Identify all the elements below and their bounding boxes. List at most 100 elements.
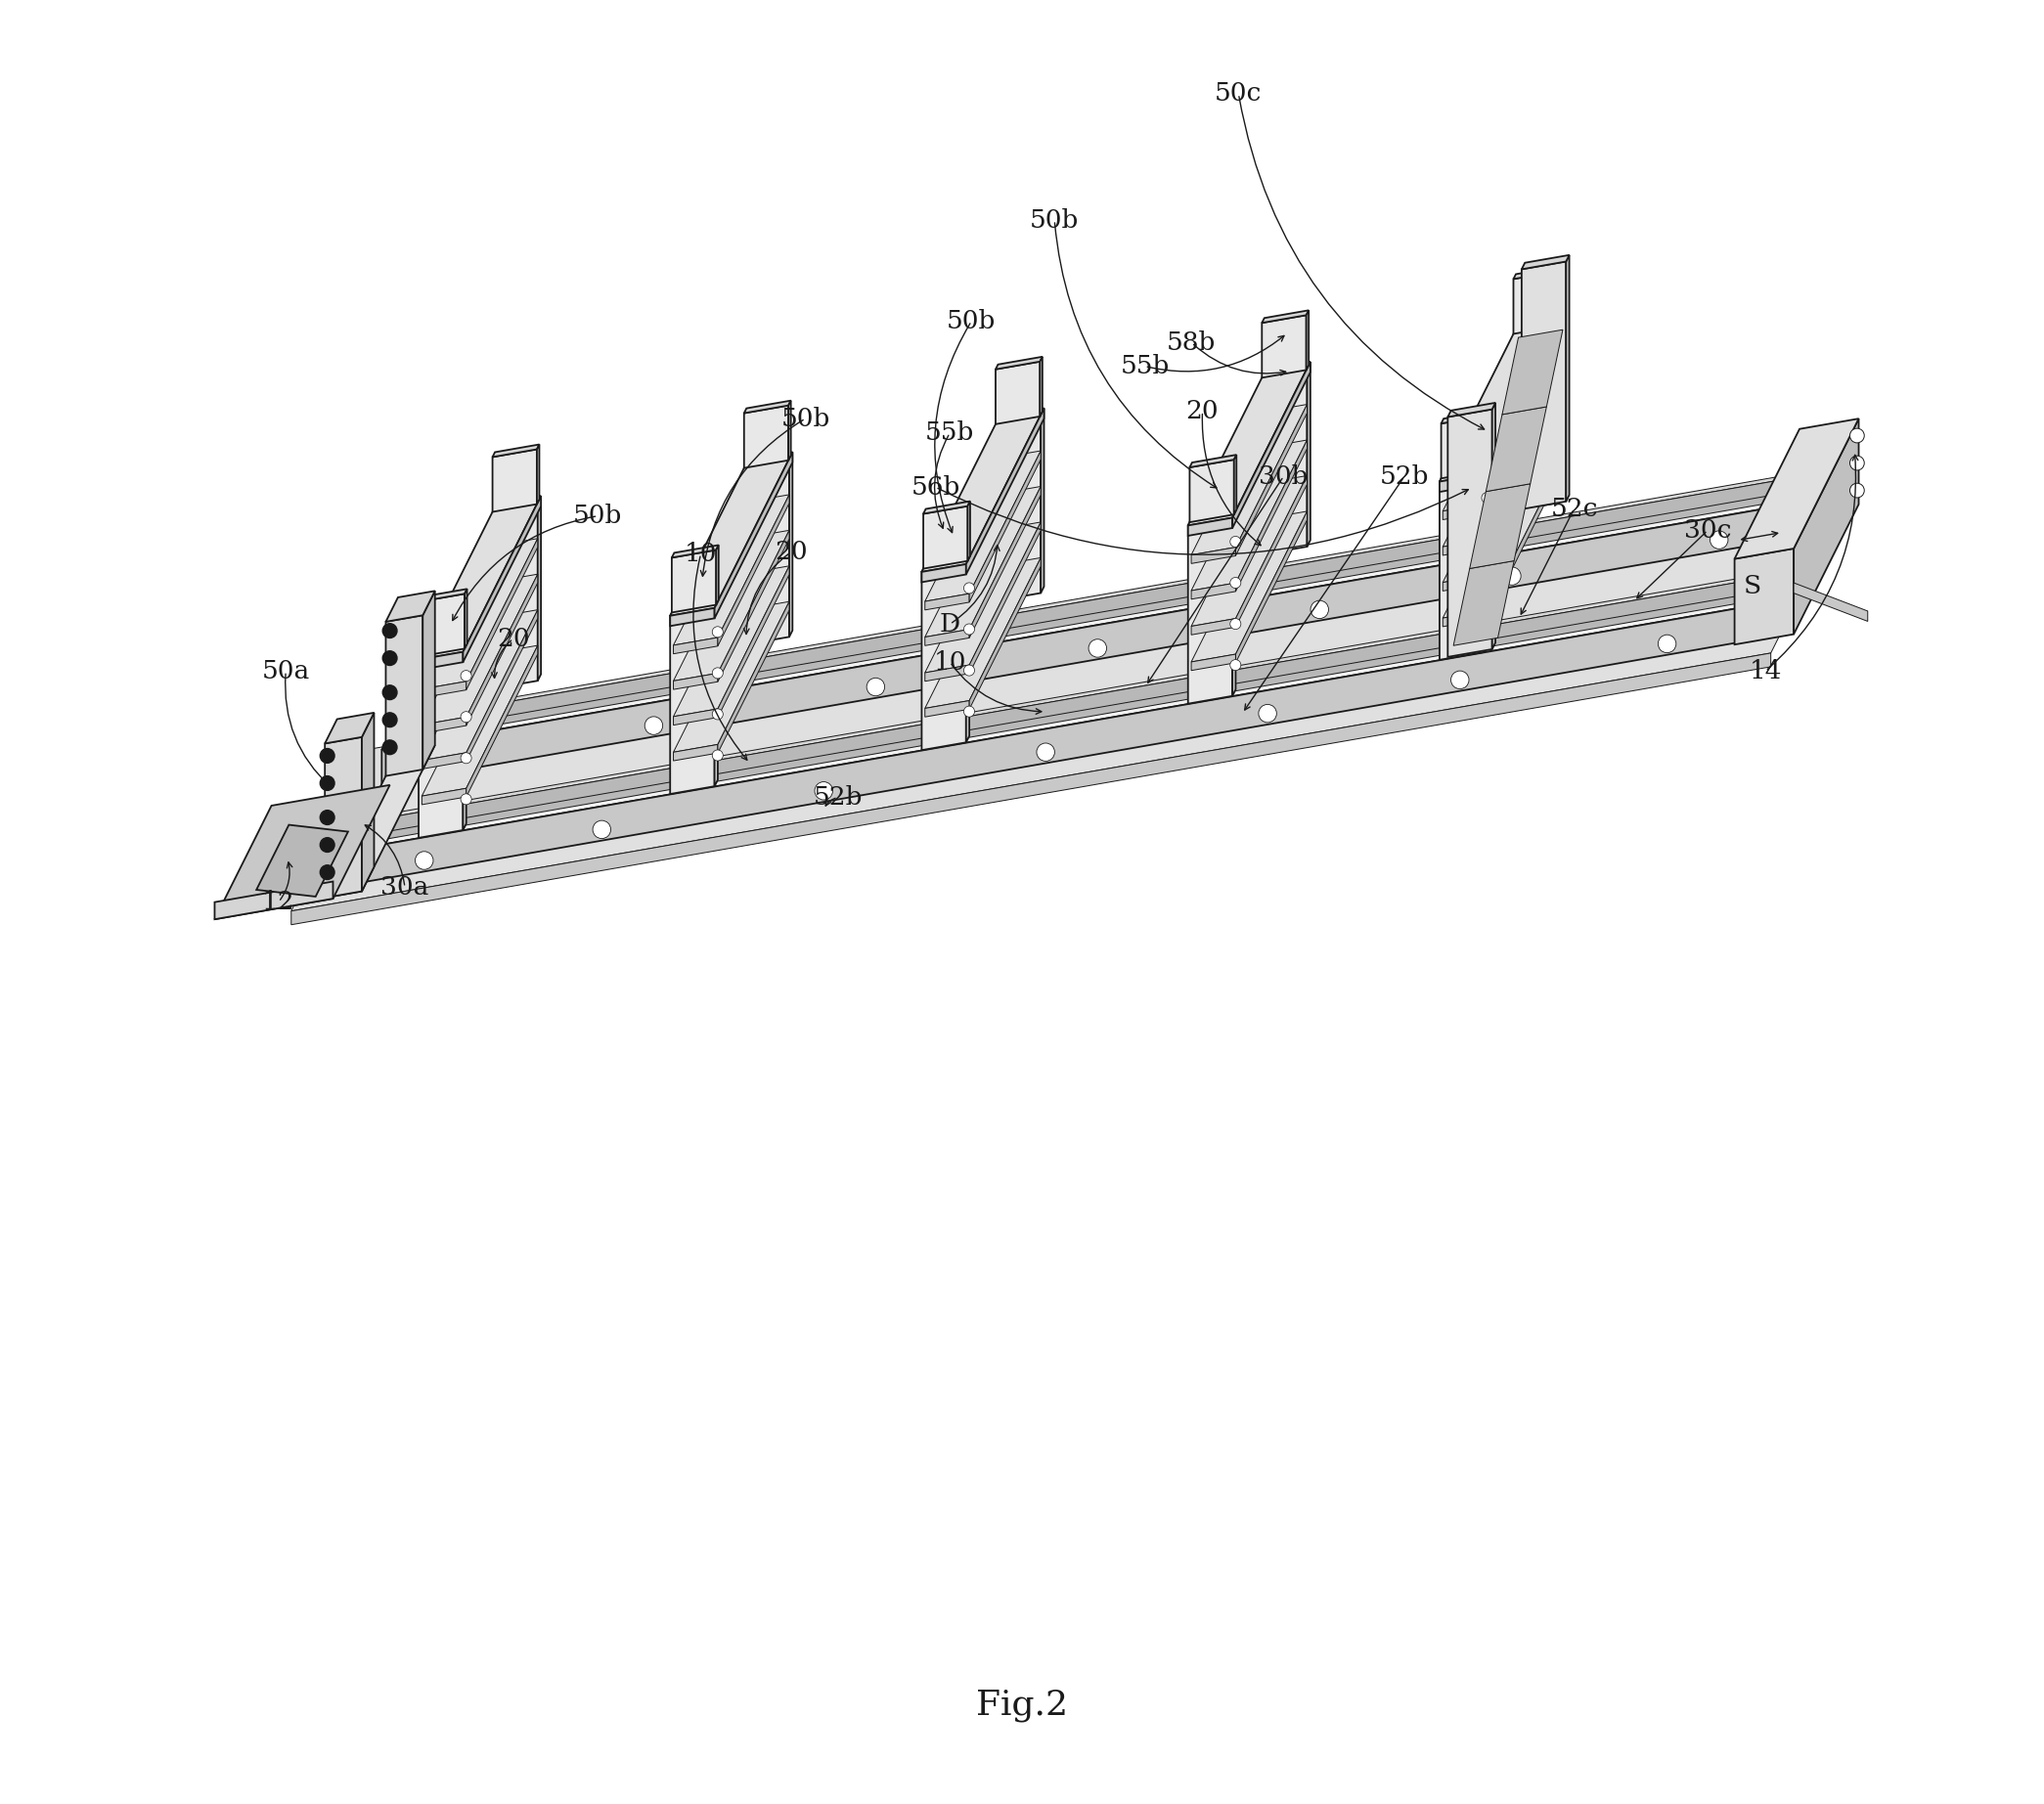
- Polygon shape: [538, 496, 542, 680]
- Polygon shape: [1521, 254, 1570, 269]
- Text: 20: 20: [775, 539, 807, 565]
- Text: 10: 10: [685, 541, 717, 566]
- Polygon shape: [568, 819, 634, 842]
- Circle shape: [321, 776, 335, 790]
- Polygon shape: [1288, 599, 1353, 622]
- Polygon shape: [493, 503, 538, 689]
- Polygon shape: [1235, 455, 1237, 514]
- Circle shape: [1089, 639, 1106, 657]
- Circle shape: [1310, 601, 1329, 619]
- Polygon shape: [969, 451, 1040, 603]
- Polygon shape: [1439, 474, 1484, 492]
- Polygon shape: [421, 788, 466, 805]
- Polygon shape: [421, 752, 466, 769]
- Circle shape: [382, 651, 397, 666]
- Polygon shape: [1513, 267, 1560, 280]
- Polygon shape: [380, 575, 1760, 819]
- Polygon shape: [466, 646, 538, 797]
- Text: 50b: 50b: [572, 503, 623, 529]
- Polygon shape: [1560, 318, 1562, 503]
- Polygon shape: [672, 601, 789, 752]
- Polygon shape: [1515, 325, 1560, 511]
- Polygon shape: [1484, 467, 1488, 651]
- Polygon shape: [421, 574, 538, 725]
- Polygon shape: [421, 539, 538, 689]
- Circle shape: [1482, 615, 1492, 626]
- Polygon shape: [1488, 431, 1560, 583]
- Polygon shape: [670, 608, 715, 626]
- Polygon shape: [1795, 419, 1858, 635]
- Text: 20: 20: [1186, 399, 1218, 424]
- Polygon shape: [325, 745, 435, 898]
- Polygon shape: [421, 682, 466, 698]
- Polygon shape: [325, 738, 362, 898]
- Polygon shape: [995, 415, 1040, 601]
- Polygon shape: [376, 583, 1756, 826]
- Circle shape: [711, 750, 724, 761]
- Circle shape: [1711, 530, 1727, 548]
- Polygon shape: [1188, 511, 1237, 525]
- Polygon shape: [1065, 637, 1130, 660]
- Text: 30c: 30c: [1684, 518, 1731, 543]
- Polygon shape: [842, 676, 908, 700]
- Circle shape: [711, 626, 724, 637]
- Circle shape: [382, 740, 397, 754]
- Polygon shape: [421, 716, 466, 734]
- Polygon shape: [464, 646, 466, 830]
- Polygon shape: [493, 444, 540, 456]
- Polygon shape: [926, 700, 969, 716]
- Text: 50c: 50c: [1214, 81, 1263, 106]
- Text: 20: 20: [497, 626, 529, 651]
- Polygon shape: [1190, 460, 1235, 521]
- Text: 55b: 55b: [926, 420, 975, 446]
- Circle shape: [382, 713, 397, 727]
- Polygon shape: [672, 566, 789, 716]
- Polygon shape: [995, 408, 1044, 422]
- Polygon shape: [386, 615, 423, 776]
- Circle shape: [321, 749, 335, 763]
- Polygon shape: [1237, 511, 1306, 662]
- Polygon shape: [433, 474, 1809, 729]
- Polygon shape: [1521, 262, 1566, 509]
- Circle shape: [1482, 534, 1492, 545]
- Polygon shape: [672, 745, 717, 761]
- Circle shape: [321, 866, 335, 880]
- Polygon shape: [1484, 318, 1562, 483]
- Polygon shape: [967, 502, 971, 561]
- Polygon shape: [1441, 415, 1486, 478]
- Polygon shape: [717, 494, 789, 646]
- Polygon shape: [789, 453, 793, 637]
- Polygon shape: [325, 713, 374, 743]
- Polygon shape: [922, 408, 1044, 572]
- Text: 52b: 52b: [814, 785, 863, 810]
- Polygon shape: [995, 361, 1040, 424]
- Polygon shape: [924, 502, 971, 514]
- Circle shape: [468, 747, 484, 765]
- Text: 14: 14: [1750, 658, 1782, 684]
- Polygon shape: [1237, 440, 1306, 592]
- Polygon shape: [715, 453, 793, 619]
- Polygon shape: [1261, 316, 1306, 377]
- Polygon shape: [1188, 518, 1233, 536]
- Polygon shape: [1443, 397, 1560, 547]
- Text: 12: 12: [262, 889, 294, 915]
- Polygon shape: [1439, 318, 1562, 482]
- Polygon shape: [1735, 419, 1858, 559]
- Polygon shape: [1261, 310, 1308, 323]
- Circle shape: [1502, 566, 1521, 584]
- Polygon shape: [672, 545, 719, 557]
- Polygon shape: [466, 539, 538, 689]
- Polygon shape: [1306, 363, 1310, 547]
- Circle shape: [593, 821, 611, 839]
- Circle shape: [965, 666, 975, 676]
- Circle shape: [1482, 575, 1492, 586]
- Circle shape: [867, 678, 885, 696]
- Polygon shape: [1188, 363, 1310, 525]
- Polygon shape: [1192, 476, 1306, 626]
- Polygon shape: [967, 408, 1044, 574]
- Polygon shape: [1443, 361, 1560, 511]
- Text: 30a: 30a: [380, 875, 429, 900]
- Polygon shape: [466, 574, 538, 725]
- Polygon shape: [789, 400, 791, 460]
- Polygon shape: [1237, 404, 1306, 556]
